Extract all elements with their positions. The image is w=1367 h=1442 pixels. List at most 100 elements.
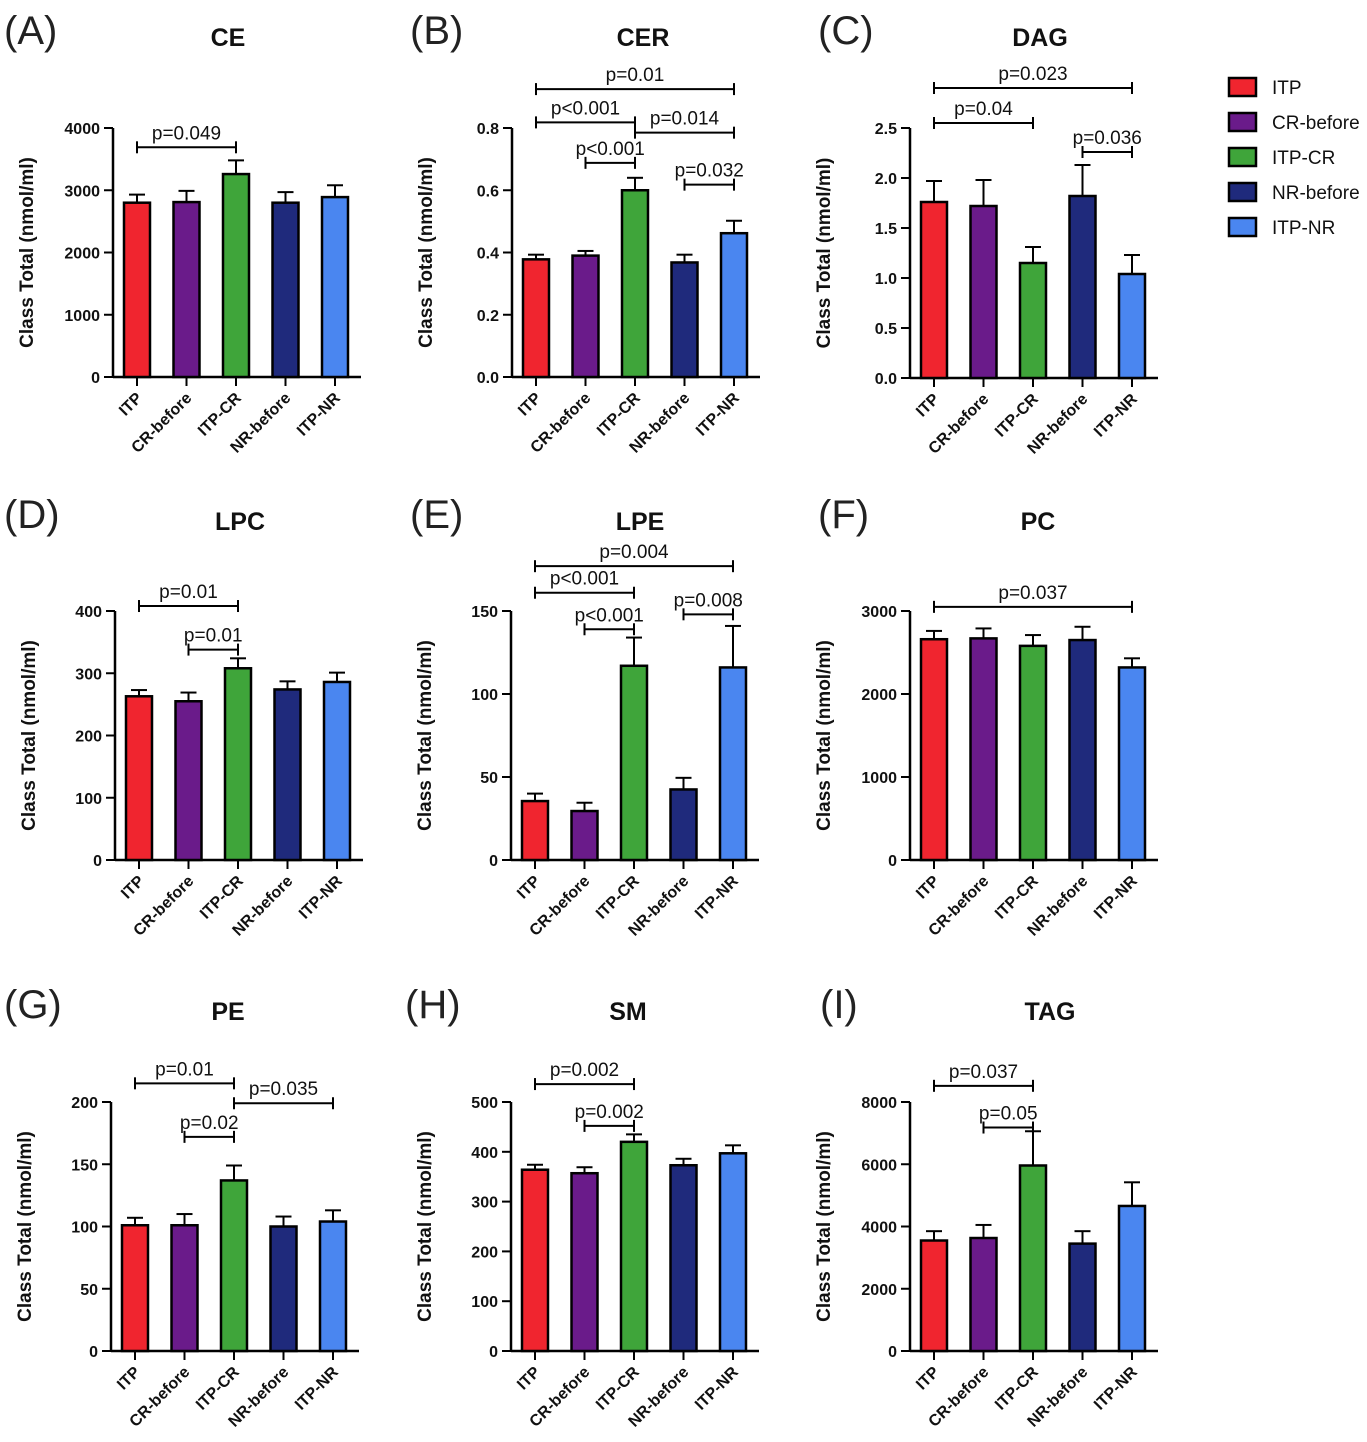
bar-nr-before	[1068, 1242, 1097, 1353]
panel-letter: (D)	[4, 493, 60, 537]
bar-itp-nr	[318, 1220, 348, 1353]
chart-panel-sm: (H) SM Class Total (nmol/ml) 0 100 200 300 400 5…	[405, 983, 759, 1431]
y-tick-label: 400	[471, 1145, 498, 1162]
y-tick-label: 0	[489, 1344, 498, 1361]
y-tick-label: 0	[489, 853, 498, 870]
panel-title: CER	[617, 24, 670, 52]
p-value-label: p=0.01	[184, 626, 243, 647]
panel-title: DAG	[1012, 24, 1068, 52]
y-tick-label: 2000	[861, 687, 897, 704]
y-axis-label: Class Total (nmol/ml)	[415, 1131, 436, 1322]
bar-nr-before	[273, 688, 302, 862]
p-value-label: p=0.032	[675, 161, 744, 182]
bar-itp-nr	[718, 666, 748, 862]
bar-itp	[520, 799, 550, 862]
bar-cr-before	[570, 1171, 599, 1353]
bar-itp-cr	[1018, 1164, 1048, 1353]
bar-itp-nr	[1117, 1204, 1147, 1353]
y-tick-label: 1.5	[875, 221, 897, 238]
y-tick-label: 0.8	[477, 121, 499, 138]
legend-label: ITP	[1272, 78, 1302, 99]
y-tick-label: 300	[471, 1195, 498, 1212]
x-tick-label: ITP-CR	[992, 1363, 1042, 1413]
y-tick-label: 100	[471, 1294, 498, 1311]
y-tick-label: 0	[888, 1344, 897, 1361]
y-tick-label: 500	[471, 1095, 498, 1112]
bar-itp-cr	[1018, 644, 1048, 862]
bar-cr-before	[571, 254, 600, 379]
panel-letter: (A)	[4, 9, 57, 53]
y-axis-label: Class Total (nmol/ml)	[17, 157, 38, 348]
bar-itp-cr	[1018, 261, 1048, 380]
p-value-label: p<0.001	[575, 605, 644, 626]
y-tick-label: 0.6	[477, 183, 499, 200]
legend-swatch	[1227, 111, 1258, 133]
panel-letter: (E)	[410, 493, 463, 537]
y-tick-label: 3000	[64, 183, 100, 200]
bar-itp-cr	[620, 189, 650, 379]
y-tick-label: 0	[89, 1344, 98, 1361]
bar-itp	[120, 1224, 150, 1353]
x-tick-label: ITP-NR	[692, 872, 742, 922]
legend-swatch	[1227, 181, 1258, 203]
p-value-label: p=0.02	[180, 1113, 239, 1134]
x-tick-label: ITP-NR	[693, 389, 743, 439]
panel-letter: (G)	[4, 983, 62, 1027]
legend-label: ITP-CR	[1272, 148, 1335, 169]
y-tick-label: 0	[91, 370, 100, 387]
bar-itp	[124, 695, 154, 862]
y-tick-label: 0.0	[477, 370, 499, 387]
y-tick-label: 2000	[64, 246, 100, 263]
bar-itp-cr	[219, 1179, 249, 1353]
panel-letter: (I)	[820, 983, 858, 1027]
legend-label: ITP-NR	[1272, 218, 1335, 239]
x-tick-label: ITP-CR	[195, 389, 245, 439]
bar-itp-cr	[619, 1140, 649, 1353]
legend-label: CR-before	[1272, 113, 1360, 134]
p-value-label: p=0.01	[606, 65, 665, 86]
y-tick-label: 50	[480, 770, 498, 787]
y-tick-label: 2000	[861, 1282, 897, 1299]
p-value-label: p=0.008	[674, 590, 743, 611]
y-tick-label: 0.4	[477, 246, 499, 263]
x-tick-label: ITP	[515, 390, 545, 420]
panel-title: CE	[211, 24, 246, 52]
bar-nr-before	[271, 201, 300, 379]
legend-swatch	[1227, 76, 1258, 98]
x-tick-label: ITP-CR	[992, 390, 1042, 440]
p-value-label: p=0.014	[650, 109, 720, 130]
bar-itp	[919, 200, 949, 380]
chart-panel-dag: (C) DAG Class Total (nmol/ml) 0.0 0.5 1.0 1.5 2…	[814, 9, 1158, 458]
y-axis-label: Class Total (nmol/ml)	[416, 157, 437, 348]
y-axis-label: Class Total (nmol/ml)	[814, 640, 835, 831]
y-tick-label: 4000	[861, 1220, 897, 1237]
x-tick-label: ITP	[913, 1364, 943, 1394]
x-tick-label: ITP	[114, 1364, 144, 1394]
x-tick-label: ITP	[116, 390, 146, 420]
x-tick-label: ITP-NR	[1091, 390, 1141, 440]
p-value-label: p=0.037	[998, 583, 1067, 604]
chart-panel-tag: (I) TAG Class Total (nmol/ml) 0 2000 4000 6000…	[814, 983, 1158, 1431]
p-value-label: p=0.035	[249, 1079, 318, 1100]
x-tick-label: ITP	[913, 391, 943, 421]
y-axis-label: Class Total (nmol/ml)	[15, 1131, 36, 1322]
panel-letter: (H)	[405, 983, 461, 1027]
x-tick-label: ITP-CR	[197, 872, 247, 922]
p-value-label: p=0.01	[155, 1059, 214, 1080]
y-tick-label: 8000	[861, 1095, 897, 1112]
x-tick-label: ITP-NR	[1091, 872, 1141, 922]
y-tick-label: 200	[75, 729, 102, 746]
x-tick-label: ITP-NR	[1091, 1363, 1141, 1413]
panel-title: LPE	[616, 508, 665, 536]
chart-panel-pc: (F) PC Class Total (nmol/ml) 0 1000 2000 3000 I…	[814, 493, 1158, 940]
x-tick-label: ITP-CR	[193, 1363, 243, 1413]
x-tick-label: ITP	[118, 873, 148, 903]
y-axis-label: Class Total (nmol/ml)	[415, 640, 436, 831]
bar-nr-before	[669, 788, 698, 862]
p-value-label: p=0.023	[998, 64, 1067, 85]
p-value-label: p=0.037	[949, 1062, 1018, 1083]
y-tick-label: 0.5	[875, 321, 897, 338]
y-tick-label: 1000	[861, 770, 897, 787]
y-tick-label: 6000	[861, 1157, 897, 1174]
